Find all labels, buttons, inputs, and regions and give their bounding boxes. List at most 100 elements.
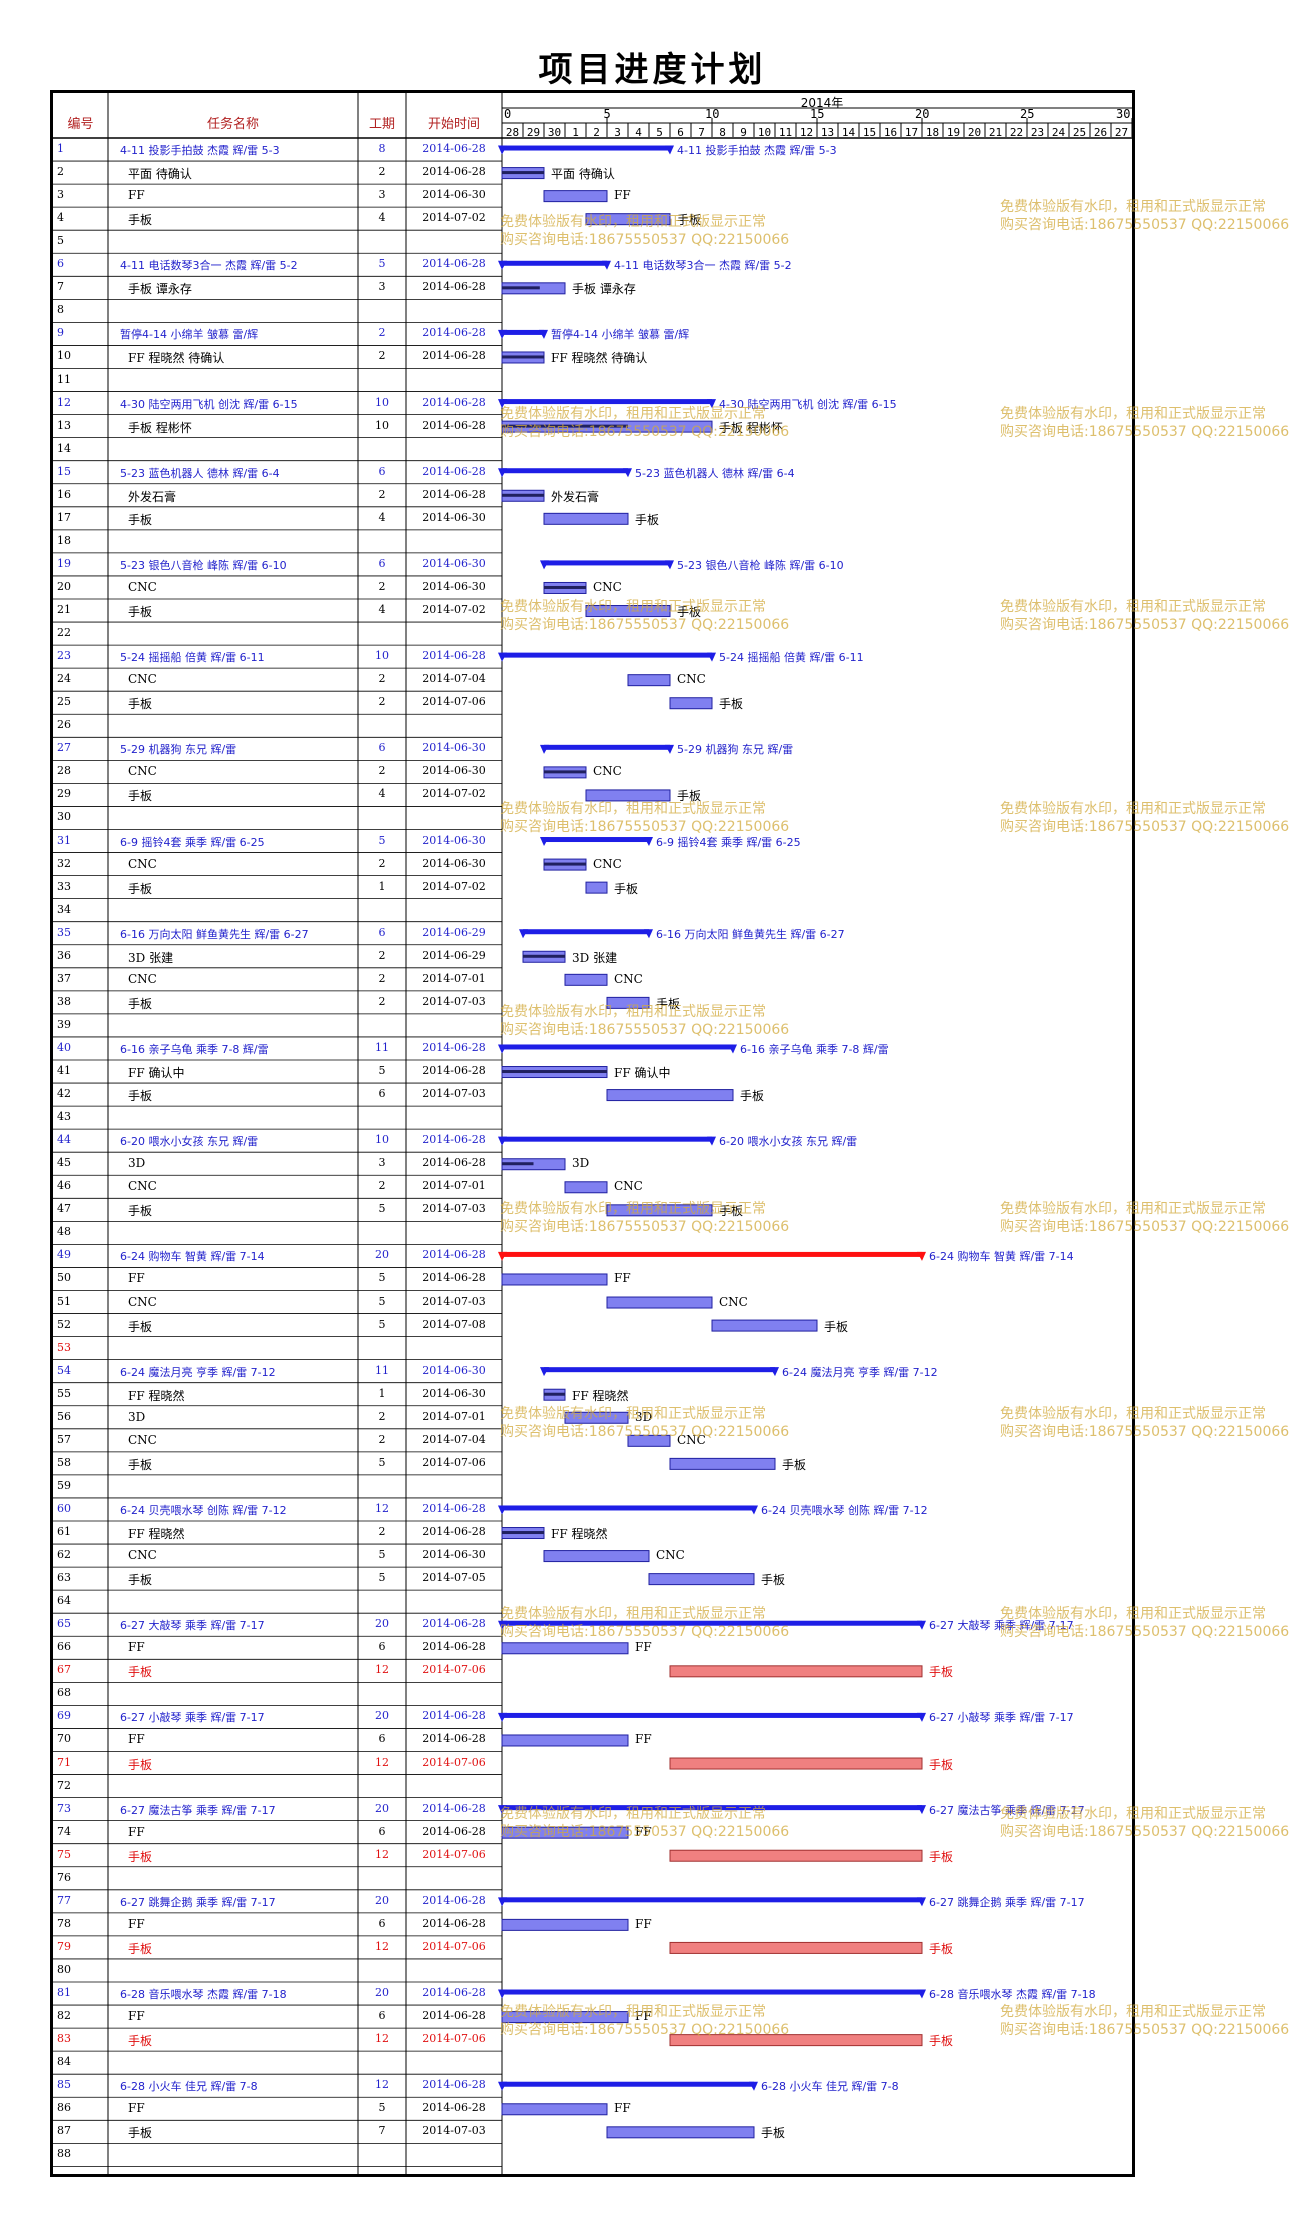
row-duration-cell: 20 <box>375 1801 389 1815</box>
row-task-name-cell: CNC <box>128 856 157 871</box>
watermark-line-1: 免费体验版有水印，租用和正式版显示正常 <box>1000 1406 1266 1422</box>
summary-bar-start-cap <box>540 1367 549 1377</box>
summary-bar-start-cap <box>540 744 549 754</box>
summary-bar-start-cap <box>498 1712 507 1722</box>
task-bar-label: CNC <box>614 971 643 986</box>
summary-bar-label: 6-28 音乐喂水琴 杰霞 辉/雷 7-18 <box>929 1988 1096 2001</box>
timeline-axis-number-15: 15 <box>810 107 825 121</box>
summary-bar-label: 暂停4-14 小绵羊 皱慕 雷/辉 <box>551 328 690 342</box>
watermark-text: 免费体验版有水印，租用和正式版显示正常 购买咨询电话:18675550537 QQ… <box>500 1003 789 1039</box>
row-task-name-cell: 手板 <box>128 1941 153 1956</box>
summary-bar-start-cap <box>498 468 507 478</box>
row-task-name-cell: 6-27 魔法古筝 乘季 辉/雷 7-17 <box>120 1803 276 1817</box>
row-start-date-cell: 2014-06-28 <box>422 1525 486 1538</box>
row-duration-cell: 6 <box>378 464 386 478</box>
row-id-cell: 33 <box>57 879 71 893</box>
task-bar <box>564 1411 629 1424</box>
row-duration-cell: 6 <box>378 925 386 939</box>
summary-bar-start-cap <box>498 652 507 662</box>
task-bar-label: FF <box>614 2101 631 2116</box>
row-start-date-cell: 2014-07-01 <box>422 1409 486 1423</box>
row-task-name-cell: 6-16 万向太阳 鲜鱼黄先生 辉/雷 6-27 <box>120 927 309 941</box>
row-id-cell: 64 <box>57 1594 71 1608</box>
row-start-date-cell: 2014-06-30 <box>422 579 486 593</box>
row-task-name-cell: FF <box>128 1732 145 1747</box>
row-task-name-cell: FF <box>128 1271 145 1286</box>
row-id-cell: 32 <box>57 856 71 870</box>
row-task-name-cell: CNC <box>128 764 157 779</box>
row-id-cell: 83 <box>57 2032 71 2046</box>
watermark-text: 免费体验版有水印，租用和正式版显示正常 购买咨询电话:18675550537 QQ… <box>500 1200 789 1236</box>
row-task-name-cell: 暂停4-14 小绵羊 皱慕 雷/辉 <box>120 328 259 342</box>
row-id-cell: 71 <box>57 1755 71 1769</box>
row-start-date-cell: 2014-06-28 <box>422 257 486 271</box>
row-duration-cell: 2 <box>378 971 386 985</box>
row-start-date-cell: 2014-07-06 <box>422 2032 486 2046</box>
timeline-day-5: 5 <box>656 126 663 139</box>
row-duration-cell: 4 <box>378 211 386 225</box>
row-task-name-cell: FF <box>128 188 145 203</box>
row-duration-cell: 20 <box>375 1986 389 1999</box>
row-duration-cell: 6 <box>378 2009 386 2023</box>
row-task-name-cell: FF <box>128 1640 145 1655</box>
row-duration-cell: 2 <box>378 1525 386 1538</box>
row-task-name-cell: 4-11 投影手拍鼓 杰霞 辉/雷 5-3 <box>120 144 280 157</box>
summary-bar <box>523 929 649 935</box>
row-id-cell: 37 <box>57 971 71 985</box>
timeline-day-17: 17 <box>904 126 919 139</box>
row-start-date-cell: 2014-06-28 <box>422 1732 486 1746</box>
row-start-date-cell: 2014-06-28 <box>422 1916 486 1930</box>
row-id-cell: 34 <box>57 902 71 916</box>
row-task-name-cell: CNC <box>128 1294 157 1309</box>
task-bar-label: 手板 <box>929 1849 954 1864</box>
summary-bar-start-cap <box>498 1897 507 1907</box>
row-duration-cell: 2 <box>378 695 386 709</box>
row-id-cell: 10 <box>57 349 71 363</box>
watermark-line-2: 购买咨询电话:18675550537 QQ:22150066 <box>500 424 790 440</box>
row-start-date-cell: 2014-07-06 <box>422 695 486 709</box>
row-start-date-cell: 2014-07-03 <box>422 1087 486 1101</box>
row-duration-cell: 20 <box>375 1709 389 1723</box>
row-id-cell: 3 <box>57 188 64 202</box>
task-bar <box>669 1757 923 1770</box>
row-start-date-cell: 2014-06-30 <box>422 188 486 202</box>
row-duration-cell: 6 <box>378 1732 386 1746</box>
row-duration-cell: 12 <box>375 2078 389 2092</box>
task-bar <box>543 512 629 525</box>
timeline-day-9: 9 <box>740 126 747 139</box>
watermark-line-1: 免费体验版有水印，租用和正式版显示正常 <box>1000 1606 1266 1622</box>
row-duration-cell: 10 <box>375 418 389 432</box>
row-duration-cell: 2 <box>378 1409 386 1423</box>
row-task-name-cell: 手板 <box>128 1319 153 1334</box>
summary-bar-end-cap <box>749 2081 758 2091</box>
task-bar <box>669 1665 923 1678</box>
watermark-line-1: 免费体验版有水印，租用和正式版显示正常 <box>1000 801 1266 817</box>
summary-bar-end-cap <box>917 1897 926 1907</box>
row-id-cell: 70 <box>57 1732 71 1746</box>
watermark-text: 免费体验版有水印，租用和正式版显示正常 购买咨询电话:18675550537 QQ… <box>1000 1200 1289 1236</box>
task-bar <box>606 996 650 1009</box>
task-bar-label: 手板 <box>719 1204 744 1219</box>
row-start-date-cell: 2014-06-28 <box>422 142 486 155</box>
summary-bar-start-cap <box>540 560 549 570</box>
watermark-text: 免费体验版有水印，租用和正式版显示正常 购买咨询电话:18675550537 QQ… <box>1000 1405 1289 1441</box>
timeline-day-11: 11 <box>778 126 793 139</box>
summary-bar-end-cap <box>707 399 716 409</box>
row-start-date-cell: 2014-06-30 <box>422 741 486 755</box>
row-id-cell: 36 <box>57 948 71 962</box>
summary-bar <box>502 1505 754 1511</box>
row-duration-cell: 1 <box>378 1386 386 1400</box>
summary-bar-end-cap <box>770 1367 779 1377</box>
row-task-name-cell: CNC <box>128 579 157 594</box>
row-task-name-cell: 6-24 魔法月亮 亨季 辉/雷 7-12 <box>120 1365 276 1379</box>
row-duration-cell: 7 <box>378 2124 386 2138</box>
task-bar-label: CNC <box>656 1548 685 1563</box>
timeline-day-19: 19 <box>946 126 961 139</box>
row-duration-cell: 6 <box>378 1824 386 1838</box>
row-task-name-cell: 6-24 贝壳喂水琴 创陈 辉/雷 7-12 <box>120 1503 287 1517</box>
timeline-axis-number-0: 0 <box>504 107 512 121</box>
row-task-name-cell: 手板 <box>128 996 153 1011</box>
row-start-date-cell: 2014-06-28 <box>422 1271 486 1285</box>
timeline-day-8: 8 <box>719 126 726 139</box>
watermark-line-2: 购买咨询电话:18675550537 QQ:22150066 <box>500 1624 790 1640</box>
